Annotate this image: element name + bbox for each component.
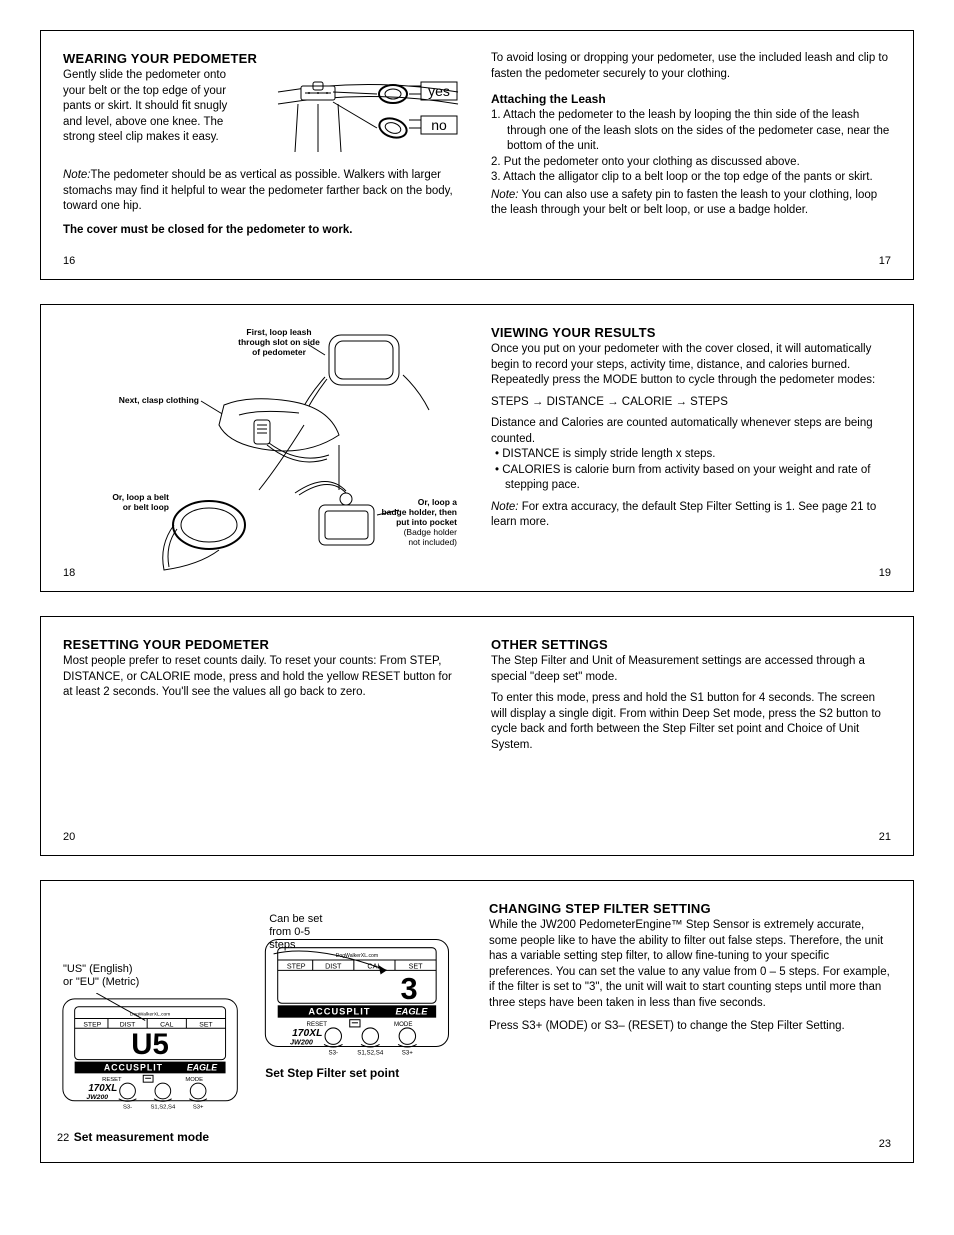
page-20: RESETTING YOUR PEDOMETER Most people pre… (41, 617, 477, 855)
svg-text:yes: yes (428, 83, 450, 99)
viewing-body2: Distance and Calories are counted automa… (491, 416, 891, 447)
svg-text:or belt loop: or belt loop (123, 502, 169, 512)
caption-step-filter: Set Step Filter set point (265, 1066, 459, 1080)
svg-text:not included): not included) (408, 537, 457, 547)
svg-text:(Badge holder: (Badge holder (404, 527, 458, 537)
viewing-body1: Once you put on your pedometer with the … (491, 342, 891, 389)
svg-text:SET: SET (199, 1022, 213, 1029)
spread-18-19: First, loop leash through slot on side o… (40, 304, 914, 592)
svg-text:badge holder, then: badge holder, then (381, 507, 457, 517)
body-wearing: Gently slide the pedometer onto your bel… (63, 68, 243, 146)
svg-text:DogWalkerXL.com: DogWalkerXL.com (130, 1012, 170, 1018)
svg-text:EAGLE: EAGLE (396, 1006, 429, 1016)
pagenum-18: 18 (63, 567, 75, 579)
svg-text:S3-: S3- (329, 1049, 339, 1056)
svg-text:JW200: JW200 (290, 1037, 313, 1046)
heading-resetting: RESETTING YOUR PEDOMETER (63, 637, 463, 652)
svg-text:Next, clasp clothing: Next, clasp clothing (119, 395, 199, 405)
heading-attaching-leash: Attaching the Leash (491, 92, 891, 106)
note-wearing: Note:The pedometer should be as vertical… (63, 168, 463, 215)
page-17: To avoid losing or dropping your pedomet… (477, 31, 913, 279)
svg-text:MODE: MODE (394, 1020, 412, 1027)
svg-text:First, loop leash: First, loop leash (246, 327, 311, 337)
svg-text:SET: SET (409, 961, 424, 970)
spread-22-23: "US" (English) or "EU" (Metric) DogWalke… (40, 880, 914, 1163)
svg-text:ACCUSPLIT: ACCUSPLIT (104, 1063, 163, 1073)
svg-text:DIST: DIST (325, 961, 342, 970)
svg-text:no: no (431, 117, 447, 133)
leash-steps: 1. Attach the pedometer to the leash by … (491, 108, 891, 186)
svg-text:EAGLE: EAGLE (187, 1063, 218, 1073)
svg-text:of pedometer: of pedometer (252, 347, 307, 357)
changing-body2: Press S3+ (MODE) or S3– (RESET) to chang… (489, 1019, 891, 1035)
pagenum-19: 19 (879, 567, 891, 579)
svg-text:U5: U5 (131, 1028, 169, 1061)
spread-20-21: RESETTING YOUR PEDOMETER Most people pre… (40, 616, 914, 856)
page-23: CHANGING STEP FILTER SETTING While the J… (475, 881, 913, 1162)
svg-text:S3+: S3+ (402, 1049, 414, 1056)
heading-changing-step: CHANGING STEP FILTER SETTING (489, 901, 891, 916)
page-21: OTHER SETTINGS The Step Filter and Unit … (477, 617, 913, 855)
bullet-calories: CALORIES is calorie burn from activity b… (491, 463, 891, 494)
viewing-note: Note: For extra accuracy, the default St… (491, 500, 891, 531)
heading-wearing: WEARING YOUR PEDOMETER (63, 51, 463, 66)
changing-body1: While the JW200 PedometerEngine™ Step Se… (489, 918, 891, 1011)
device-us: DogWalkerXL.com STEP DIST CAL SET U5 ACC… (57, 993, 243, 1120)
svg-text:S3+: S3+ (193, 1105, 204, 1111)
pagenum-20: 20 (63, 831, 75, 843)
other-body1: The Step Filter and Unit of Measurement … (491, 654, 891, 685)
svg-text:put into pocket: put into pocket (396, 517, 457, 527)
page-18: First, loop leash through slot on side o… (41, 305, 477, 591)
svg-text:Or, loop a: Or, loop a (418, 497, 457, 507)
bullet-distance: DISTANCE is simply stride length x steps… (491, 447, 891, 463)
svg-text:S3-: S3- (123, 1105, 132, 1111)
leash-step-2: 2. Put the pedometer onto your clothing … (491, 155, 891, 171)
pagenum-17: 17 (879, 255, 891, 267)
svg-text:S1,S2,S4: S1,S2,S4 (357, 1049, 384, 1056)
svg-text:S1,S2,S4: S1,S2,S4 (150, 1105, 175, 1111)
leash-diagram: First, loop leash through slot on side o… (59, 315, 459, 575)
leash-step-3: 3. Attach the alligator clip to a belt l… (491, 170, 891, 186)
heading-viewing: VIEWING YOUR RESULTS (491, 325, 891, 340)
spread-16-17: WEARING YOUR PEDOMETER (40, 30, 914, 280)
svg-text:170XL: 170XL (88, 1083, 117, 1094)
page-19: VIEWING YOUR RESULTS Once you put on you… (477, 305, 913, 591)
svg-text:STEP: STEP (287, 961, 306, 970)
leash-intro: To avoid losing or dropping your pedomet… (491, 51, 891, 82)
pagenum-16: 16 (63, 255, 75, 267)
belt-diagram: yes no (273, 72, 463, 162)
leash-note: Note: You can also use a safety pin to f… (491, 188, 891, 219)
svg-text:3: 3 (401, 971, 418, 1006)
pagenum-21: 21 (879, 831, 891, 843)
svg-text:RESET: RESET (307, 1020, 328, 1027)
svg-text:DogWalkerXL.com: DogWalkerXL.com (336, 953, 379, 959)
svg-text:ACCUSPLIT: ACCUSPLIT (309, 1006, 371, 1016)
svg-text:CAL: CAL (368, 961, 382, 970)
other-body2: To enter this mode, press and hold the S… (491, 691, 891, 753)
page-22: "US" (English) or "EU" (Metric) DogWalke… (41, 881, 475, 1162)
pagenum-23: 23 (879, 1138, 891, 1150)
svg-text:through slot on side: through slot on side (238, 337, 320, 347)
page-16: WEARING YOUR PEDOMETER (41, 31, 477, 279)
anno-us-eu: "US" (English) or "EU" (Metric) (63, 963, 243, 989)
leash-step-1: 1. Attach the pedometer to the leash by … (491, 108, 891, 155)
caption-measurement: 22 Set measurement mode (57, 1128, 243, 1146)
cover-closed-note: The cover must be closed for the pedomet… (63, 223, 463, 239)
mode-flow: STEPS → DISTANCE → CALORIE → STEPS (491, 395, 891, 411)
svg-text:STEP: STEP (83, 1022, 101, 1029)
svg-text:JW200: JW200 (86, 1094, 108, 1101)
svg-text:MODE: MODE (185, 1078, 203, 1084)
viewing-bullets: DISTANCE is simply stride length x steps… (491, 447, 891, 494)
resetting-body: Most people prefer to reset counts daily… (63, 654, 463, 701)
svg-text:Or, loop a belt: Or, loop a belt (112, 492, 169, 502)
device-3: DogWalkerXL.com STEP DIST CAL SET 3 ACCU… (253, 923, 459, 1067)
heading-other: OTHER SETTINGS (491, 637, 891, 652)
